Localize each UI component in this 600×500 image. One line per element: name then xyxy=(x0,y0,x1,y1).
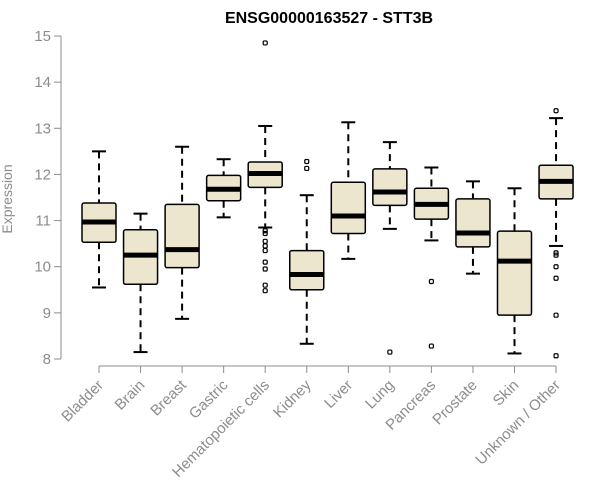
box-group xyxy=(164,145,200,320)
outlier-point xyxy=(428,278,434,285)
outlier-point xyxy=(553,353,559,359)
y-tick-label: 10 xyxy=(34,259,51,276)
outlier-point xyxy=(262,247,268,254)
outlier-point xyxy=(553,264,559,270)
outlier-point xyxy=(387,349,393,355)
y-tick-label: 9 xyxy=(43,305,51,322)
y-tick-label: 12 xyxy=(34,166,51,183)
outlier-point xyxy=(553,250,559,256)
outlier-point xyxy=(262,230,268,237)
outlier-point xyxy=(553,312,559,318)
outlier-point xyxy=(262,40,268,46)
outlier-point xyxy=(262,266,268,272)
outlier-point xyxy=(553,275,559,281)
outlier-point xyxy=(262,243,268,249)
x-tick-label: Prostate xyxy=(429,377,481,429)
x-tick-label: Skin xyxy=(490,377,523,410)
iqr-box xyxy=(330,181,367,235)
box-group xyxy=(81,150,117,289)
outlier-point xyxy=(428,343,434,349)
x-tick-label: Liver xyxy=(321,377,356,412)
x-tick-label: Lung xyxy=(362,377,398,413)
y-tick-label: 13 xyxy=(34,120,51,137)
iqr-box xyxy=(496,230,533,316)
outlier-point xyxy=(304,158,310,165)
box-group xyxy=(289,158,325,345)
y-tick-label: 15 xyxy=(34,28,51,45)
box-group xyxy=(372,141,408,355)
box-group xyxy=(455,180,491,275)
box-group xyxy=(496,187,533,355)
iqr-box xyxy=(455,198,491,248)
box-group xyxy=(122,212,159,354)
chart-title: ENSG00000163527 - STT3B xyxy=(225,10,433,27)
box-group xyxy=(330,121,367,260)
x-tick-label: Breast xyxy=(147,376,190,419)
iqr-box xyxy=(164,203,200,269)
y-axis: 8 9 10 11 12 13 14 15 xyxy=(34,28,62,368)
y-tick-label: 11 xyxy=(35,213,51,230)
outlier-point xyxy=(262,259,268,265)
x-tick-label: Kidney xyxy=(270,376,315,421)
outlier-point xyxy=(553,108,559,114)
iqr-box xyxy=(372,168,408,207)
box-group xyxy=(247,40,283,294)
box-group xyxy=(205,158,242,219)
x-tick-label: Brain xyxy=(112,377,149,414)
outlier-point xyxy=(262,228,268,234)
y-axis-label: Expression xyxy=(0,164,15,233)
outlier-point xyxy=(553,252,559,258)
box-group xyxy=(413,166,450,349)
outlier-point xyxy=(262,238,268,244)
box-group xyxy=(538,108,574,359)
x-tick-label: Bladder xyxy=(58,377,107,426)
box-series xyxy=(81,40,574,359)
y-tick-label: 14 xyxy=(34,74,51,91)
outlier-point xyxy=(304,165,310,172)
iqr-box xyxy=(289,249,325,291)
outlier-point xyxy=(262,282,268,288)
outlier-point xyxy=(262,288,268,294)
y-tick-label: 8 xyxy=(43,351,51,368)
